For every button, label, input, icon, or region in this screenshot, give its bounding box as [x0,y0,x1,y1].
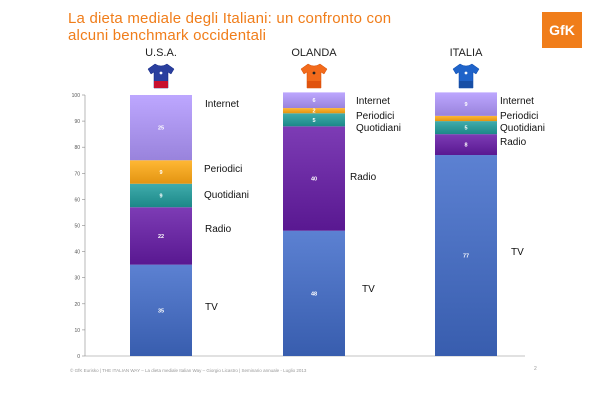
jersey-crest-shape [464,71,468,75]
y-tick-label: 80 [74,145,80,151]
y-tick-label: 90 [74,119,80,125]
bar-segment-tv [435,155,497,356]
segment-name-label: Internet [356,96,390,107]
bar-segment-radio [435,134,497,156]
segment-name-label: Quotidiani [356,123,401,134]
bar-segment-quotidiani [130,183,192,208]
gfk-logo: GfK [542,12,582,48]
y-tick-label: 30 [74,276,80,282]
bar-segment-tv [130,264,192,356]
segment-name-label: TV [362,284,375,295]
jersey-shorts-shape [459,81,473,88]
segment-name-label: Radio [350,172,377,183]
bar-segment-periodici [435,115,497,122]
bar-value-label: 9 [464,102,467,108]
bar-segment-quotidiani [435,121,497,135]
y-tick-label: 0 [77,354,80,360]
bar-value-label: 25 [158,126,164,132]
segment-name-label: Internet [500,96,534,107]
page-number: 2 [534,366,537,372]
jersey-crest-shape [159,71,163,75]
jersey-shorts-shape [154,81,168,88]
segment-name-label: Periodici [356,111,394,122]
segment-name-label: TV [205,302,218,313]
bar-segment-internet [283,92,345,109]
y-tick-label: 100 [72,93,81,99]
jersey-shorts-shape [307,81,321,88]
bar-value-label: 5 [312,118,315,124]
category-label: OLANDA [291,47,337,59]
svg-text:GfK: GfK [549,22,575,38]
segment-name-label: Radio [500,137,527,148]
bar-segment-periodici [283,108,345,114]
segment-name-label: Periodici [204,164,242,175]
bar-value-label: 48 [311,291,317,297]
bar-segment-quotidiani [283,113,345,127]
y-tick-label: 50 [74,224,80,230]
y-tick-label: 70 [74,171,80,177]
jersey-crest-shape [312,71,316,75]
y-tick-label: 10 [74,328,80,334]
y-tick-label: 60 [74,197,80,203]
segment-name-label: Internet [205,99,239,110]
bar-segment-internet [130,95,192,161]
segment-name-label: Periodici [500,111,538,122]
bar-value-label: 8 [464,143,467,149]
category-label: ITALIA [450,47,483,59]
bar-value-label: 77 [463,254,469,260]
bar-segment-radio [130,207,192,265]
bar-segment-radio [283,126,345,231]
segment-name-label: Quotidiani [500,123,545,134]
bar-value-label: 35 [158,308,164,314]
page-title: La dieta mediale degli Italiani: un conf… [68,10,392,44]
bar-value-label: 22 [158,234,164,240]
y-tick-label: 20 [74,302,80,308]
bar-segment-tv [283,230,345,356]
bar-segment-periodici [130,160,192,184]
segment-name-label: Quotidiani [204,190,249,201]
bar-value-label: 5 [464,126,467,132]
category-label: U.S.A. [145,47,177,59]
bar-value-label: 6 [312,98,315,104]
segment-name-label: Radio [205,224,232,235]
bar-value-label: 9 [159,170,162,176]
bar-value-label: 9 [159,193,162,199]
y-tick-label: 40 [74,250,80,256]
bar-value-label: 2 [312,109,315,115]
footer-text: © GfK Eurisko | THE ITALIAN WAY – La die… [70,368,307,373]
bar-value-label: 40 [311,177,317,183]
bar-segment-internet [435,92,497,116]
segment-name-label: TV [511,247,524,258]
